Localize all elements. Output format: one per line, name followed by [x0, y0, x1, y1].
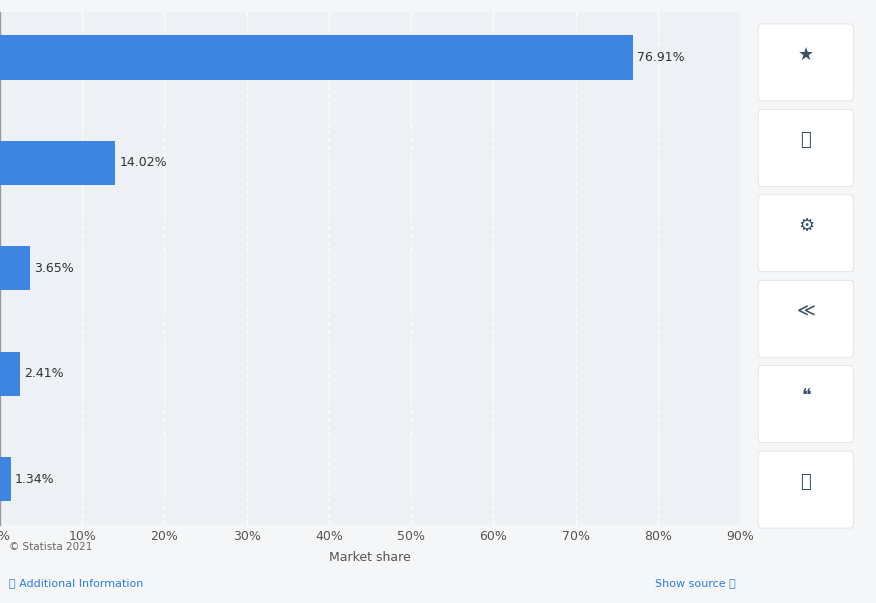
Text: 🔔: 🔔 — [801, 131, 811, 149]
Text: 14.02%: 14.02% — [119, 156, 167, 169]
Bar — [0, 140, 116, 185]
FancyBboxPatch shape — [758, 280, 854, 357]
Text: ⚙: ⚙ — [798, 216, 814, 235]
FancyBboxPatch shape — [758, 451, 854, 528]
Text: 1.34%: 1.34% — [15, 473, 55, 485]
Bar — [0, 36, 632, 80]
Text: 3.65%: 3.65% — [34, 262, 74, 275]
Text: ❝: ❝ — [802, 388, 810, 405]
FancyBboxPatch shape — [758, 195, 854, 272]
Text: © Statista 2021: © Statista 2021 — [9, 541, 92, 552]
Text: ⎙: ⎙ — [801, 473, 811, 491]
Text: ≪: ≪ — [796, 302, 816, 320]
FancyBboxPatch shape — [758, 365, 854, 443]
Bar — [0, 457, 11, 501]
FancyBboxPatch shape — [758, 110, 854, 186]
Bar — [0, 352, 20, 396]
Bar — [0, 246, 30, 291]
Text: ★: ★ — [798, 46, 814, 64]
Text: ⓘ Additional Information: ⓘ Additional Information — [9, 578, 143, 588]
Text: 76.91%: 76.91% — [637, 51, 684, 64]
X-axis label: Market share: Market share — [329, 552, 411, 564]
Text: 2.41%: 2.41% — [24, 367, 64, 380]
Text: Show source ⓘ: Show source ⓘ — [655, 578, 736, 588]
FancyBboxPatch shape — [758, 24, 854, 101]
